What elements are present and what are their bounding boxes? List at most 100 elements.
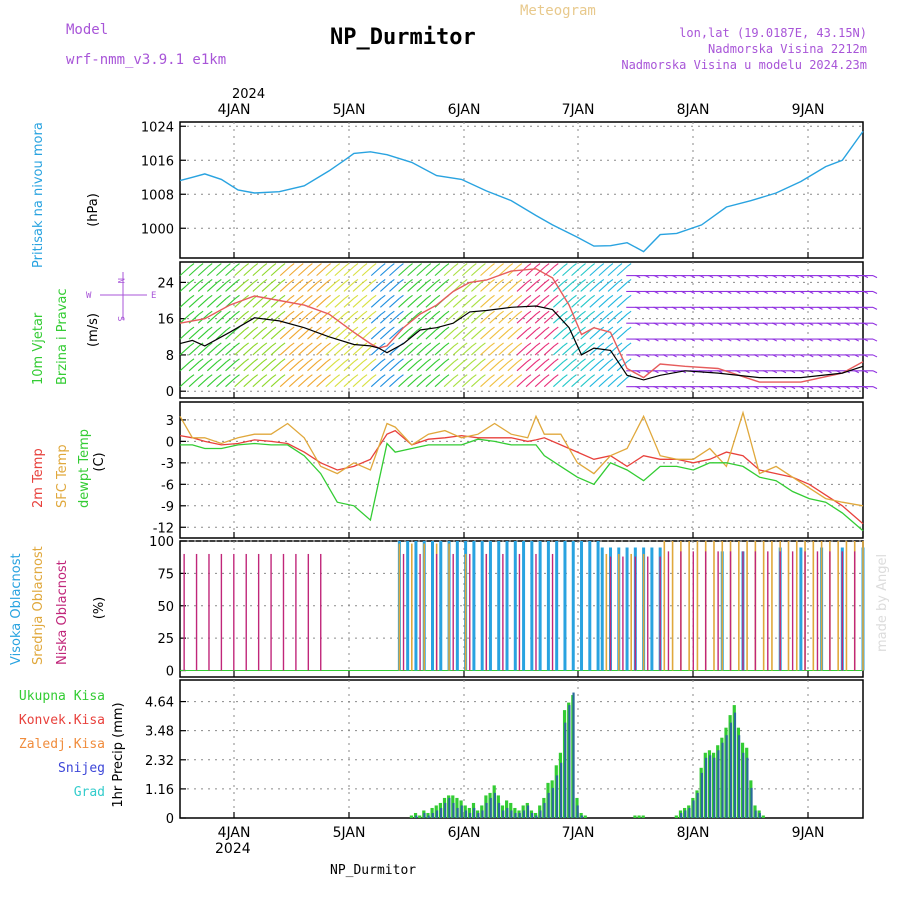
wind-barb [379,345,391,356]
snow-precip-bar [725,735,728,818]
wind-barb [480,266,491,277]
wind-barb [516,282,528,292]
wind-barb [571,361,582,372]
wind-barb [471,329,482,340]
temp-label-1: 2m Temp [31,448,46,508]
wind-barb-flag [280,358,286,363]
wind-barb-flag [490,279,495,283]
wind-barb [206,329,218,340]
wind-barb [288,377,300,388]
wind-barb [206,282,218,292]
y-tick-label: 1016 [141,154,174,169]
wind-barb [543,377,555,388]
wind-barb [188,297,200,308]
wind-barb [407,345,419,356]
wind-barb-flag [581,263,586,268]
wind-barb-flag [353,374,359,379]
wind-barb [553,266,564,277]
wind-barb [534,313,546,324]
wind-barb [580,266,592,277]
wind-barb [498,329,510,340]
wind-barb-flag [608,294,614,299]
wind-barb [179,282,191,292]
wind-barb [425,297,437,308]
wind-barb-flag [226,326,231,331]
wind-barb-flag [408,326,413,331]
wind-barb-flag [444,279,450,283]
precip-legend-item: Grad [74,785,105,800]
snow-precip-bar [717,750,720,818]
y-tick-label: 8 [166,349,174,364]
wind-barb-flag [253,263,259,268]
wind-barb-flag [399,294,404,299]
wind-barb [471,377,482,388]
wind-barb [480,282,491,292]
wind-barb-flag [335,294,341,299]
snow-precip-bar [733,712,737,818]
wind-barb-flag [608,279,614,283]
wind-barb [288,282,300,292]
wind-barb [343,297,355,308]
snow-precip-bar [506,807,509,818]
wind-barb [197,266,209,277]
wind-barb [516,297,528,308]
wind-barb-flag [280,294,286,299]
wind-barb [471,345,482,356]
y-tick-label: 1000 [141,222,174,237]
wind-barb [398,329,409,340]
wind-barb-flag [326,358,331,363]
wind-barb-flag [335,374,341,379]
wind-barb-flag [608,326,614,331]
wind-barb-flag [553,294,559,299]
snow-precip-bar [572,692,575,818]
wind-barb-flag [590,358,596,363]
wind-barb-flag [271,342,277,347]
wind-barb [334,282,346,292]
wind-barb-flag [317,279,322,283]
wind-barb [525,345,537,356]
wind-barb-flag [535,326,541,331]
wind-barb [452,266,464,277]
wind-barb-flag [271,358,277,363]
wind-barb [407,361,419,372]
wind-barb [516,313,528,324]
snow-precip-bar [526,805,530,818]
wind-barb [461,361,473,372]
wind-barb-flag [317,326,322,331]
wind-barb-flag [471,326,477,331]
wind-barb-flag [626,342,632,347]
wind-barb [407,297,419,308]
wind-barb-flag [526,374,532,379]
wind-barb [179,329,191,340]
wind-barb [443,329,455,340]
total-precip-bar [409,815,414,818]
wind-barb [589,266,601,277]
wind-barb [343,345,355,356]
wind-barb [580,313,592,324]
wind-barb [316,361,327,372]
wind-barb [279,329,291,340]
wind-barb-flag [271,326,277,331]
wind-barb-flag [626,279,632,283]
wind-barb [598,345,610,356]
wind-barb [179,313,191,324]
snow-precip-bar [709,755,712,818]
wind-barb [298,377,309,388]
y-tick-label: 25 [157,632,174,647]
wind-barb-flag [262,342,268,347]
wind-barb [234,282,246,292]
wind-barb-flag [289,279,295,283]
wind-barb-flag [581,310,586,315]
wind-barb-flag [572,279,577,283]
wind-barb [206,345,218,356]
wind-barb-flag [544,326,550,331]
compass-s-label: S [115,316,125,321]
snow-precip-bar [456,807,459,818]
wind-barb-flag [189,279,195,283]
wind-barb [270,266,282,277]
wind-barb [279,345,291,356]
snow-precip-bar [754,810,757,818]
wind-barb-flag [380,374,386,379]
wind-barb-flag [207,326,213,331]
wind-barb-flag [417,342,422,347]
